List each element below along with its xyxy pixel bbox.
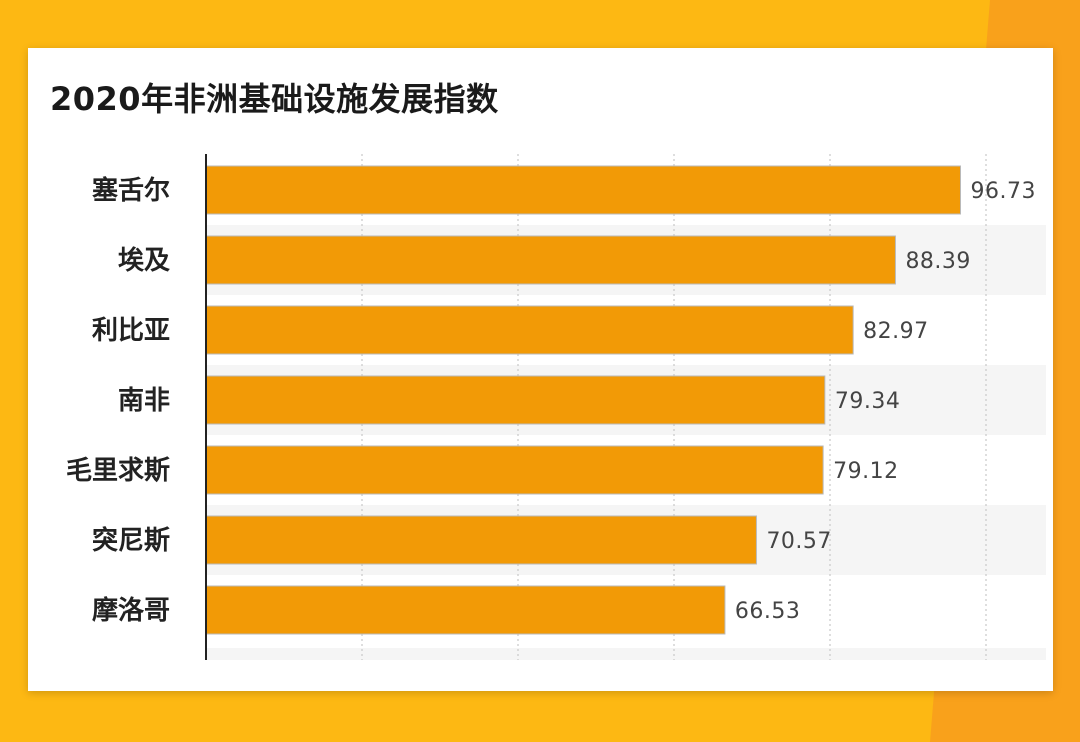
category-label: 摩洛哥 — [92, 595, 170, 626]
value-label: 70.57 — [766, 529, 831, 554]
value-label: 66.53 — [735, 599, 800, 624]
bar — [205, 445, 824, 495]
bar — [205, 515, 757, 565]
category-label: 南非 — [118, 386, 170, 416]
category-label: 利比亚 — [92, 316, 170, 346]
value-label: 82.97 — [863, 319, 928, 344]
value-label: 79.12 — [833, 459, 898, 484]
row-band — [206, 648, 1046, 660]
category-label: 毛里求斯 — [66, 456, 170, 486]
bar — [205, 585, 726, 635]
bar-chart: 塞舌尔 96.73 埃及 88.39 利比亚 82.97 南非 79.34 毛里求斯 79.12 突… — [66, 154, 1046, 660]
value-label: 96.73 — [970, 179, 1035, 204]
bar — [205, 165, 961, 215]
value-label: 79.34 — [835, 389, 900, 414]
category-label: 埃及 — [118, 246, 170, 276]
category-label: 塞舌尔 — [92, 175, 170, 206]
bar — [205, 375, 826, 425]
value-label: 88.39 — [905, 249, 970, 274]
category-label: 突尼斯 — [92, 525, 170, 556]
chart-title: 2020年非洲基础设施发展指数 — [50, 80, 499, 118]
bar — [205, 235, 896, 285]
bar — [205, 305, 854, 355]
chart-card: 2020年非洲基础设施发展指数 塞舌尔 96.73 埃及 88.39 利比亚 82.97 南… — [28, 48, 1053, 691]
